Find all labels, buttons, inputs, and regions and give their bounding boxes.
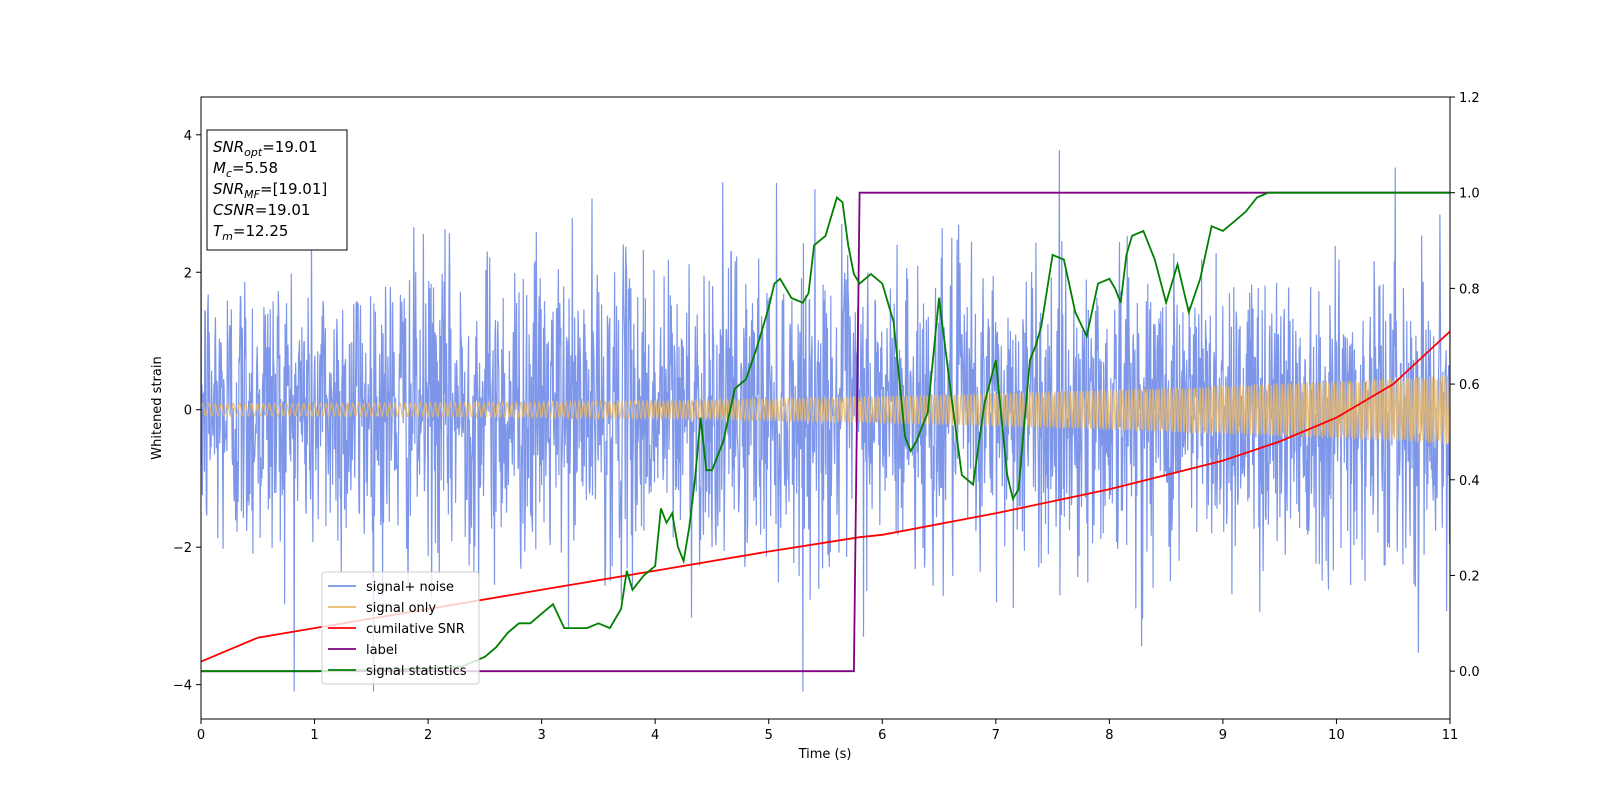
legend-label: cumilative SNR	[366, 622, 465, 637]
right-y-tick-label: 0.2	[1459, 569, 1480, 584]
info-box: SNRopt=19.01Mc=5.58SNRMF=[19.01]CSNR=19.…	[206, 129, 348, 251]
series-signal-statistics	[201, 191, 1450, 673]
x-tick-label: 3	[537, 728, 545, 743]
legend-label: signal only	[366, 601, 436, 616]
left-y-tick-label: 0	[184, 404, 192, 419]
left-y-tick-label: −4	[173, 679, 192, 694]
x-axis-label: Time (s)	[798, 747, 852, 762]
x-tick-label: 0	[197, 728, 205, 743]
right-y-tick-label: 0.8	[1459, 282, 1480, 297]
right-y-tick-label: 0.4	[1459, 474, 1480, 489]
info-line: Tm=12.25	[213, 222, 288, 243]
left-y-tick-label: 2	[184, 266, 192, 281]
x-tick-label: 8	[1105, 728, 1113, 743]
info-line: SNRMF=[19.01]	[213, 180, 327, 201]
right-y-axis-ticks: 0.0 0.2 0.4 0.6 0.8 1.0 1.2	[1450, 91, 1480, 680]
left-y-tick-label: −2	[173, 541, 192, 556]
info-box-frame	[206, 129, 348, 251]
x-tick-label: 4	[651, 728, 659, 743]
series-signal-only	[201, 375, 1450, 444]
legend: signal+ noise signal only cumilative SNR la…	[321, 571, 480, 685]
info-line: Mc=5.58	[213, 159, 278, 180]
info-line: SNRopt=19.01	[213, 138, 318, 159]
left-y-tick-label: 4	[184, 129, 192, 144]
info-line: CSNR=19.01	[213, 201, 310, 219]
x-tick-label: 11	[1442, 728, 1459, 743]
x-tick-label: 5	[765, 728, 773, 743]
x-tick-label: 2	[424, 728, 432, 743]
x-tick-label: 7	[992, 728, 1000, 743]
x-tick-label: 9	[1219, 728, 1227, 743]
left-y-axis-label: Whitened strain	[150, 356, 165, 459]
left-y-axis-ticks: −4 −2 0 2 4	[173, 129, 201, 694]
legend-label: signal+ noise	[366, 580, 454, 595]
x-tick-label: 10	[1328, 728, 1345, 743]
x-axis-ticks: 0 1 2 3 4 5 6 7 8 9 10 11	[197, 719, 1458, 743]
plot-frame	[200, 96, 1451, 720]
right-y-tick-label: 0.6	[1459, 378, 1480, 393]
series-signal-noise	[201, 150, 1450, 692]
legend-label: signal statistics	[366, 664, 467, 679]
right-y-tick-label: 1.2	[1459, 91, 1480, 106]
right-y-tick-label: 0.0	[1459, 665, 1480, 680]
legend-frame	[321, 571, 480, 685]
right-y-tick-label: 1.0	[1459, 187, 1480, 202]
x-tick-label: 6	[878, 728, 886, 743]
legend-label: label	[366, 643, 397, 658]
series-label	[201, 191, 1450, 673]
x-tick-label: 1	[310, 728, 318, 743]
